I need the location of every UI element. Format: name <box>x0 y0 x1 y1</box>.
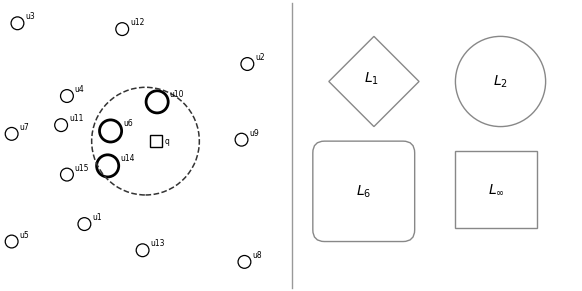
Text: u13: u13 <box>150 239 165 248</box>
Text: u2: u2 <box>255 53 265 62</box>
Text: $L_2$: $L_2$ <box>493 73 508 90</box>
Text: u11: u11 <box>69 114 83 123</box>
Text: u8: u8 <box>253 251 262 260</box>
Text: u7: u7 <box>20 123 29 132</box>
Text: u15: u15 <box>74 164 89 173</box>
Text: u1: u1 <box>92 213 102 222</box>
Text: u6: u6 <box>123 119 133 128</box>
Text: u10: u10 <box>170 90 184 99</box>
Text: u12: u12 <box>130 18 144 27</box>
Text: $L_6$: $L_6$ <box>356 183 371 200</box>
Text: u5: u5 <box>20 230 29 239</box>
Text: u3: u3 <box>25 12 35 21</box>
Bar <box>150 135 162 147</box>
Text: $L_\infty$: $L_\infty$ <box>488 183 505 197</box>
Text: $L_1$: $L_1$ <box>364 70 378 87</box>
Text: u4: u4 <box>74 85 84 94</box>
Text: q: q <box>165 137 169 146</box>
Bar <box>455 151 537 228</box>
Text: u9: u9 <box>249 129 259 138</box>
Text: u14: u14 <box>120 154 134 163</box>
